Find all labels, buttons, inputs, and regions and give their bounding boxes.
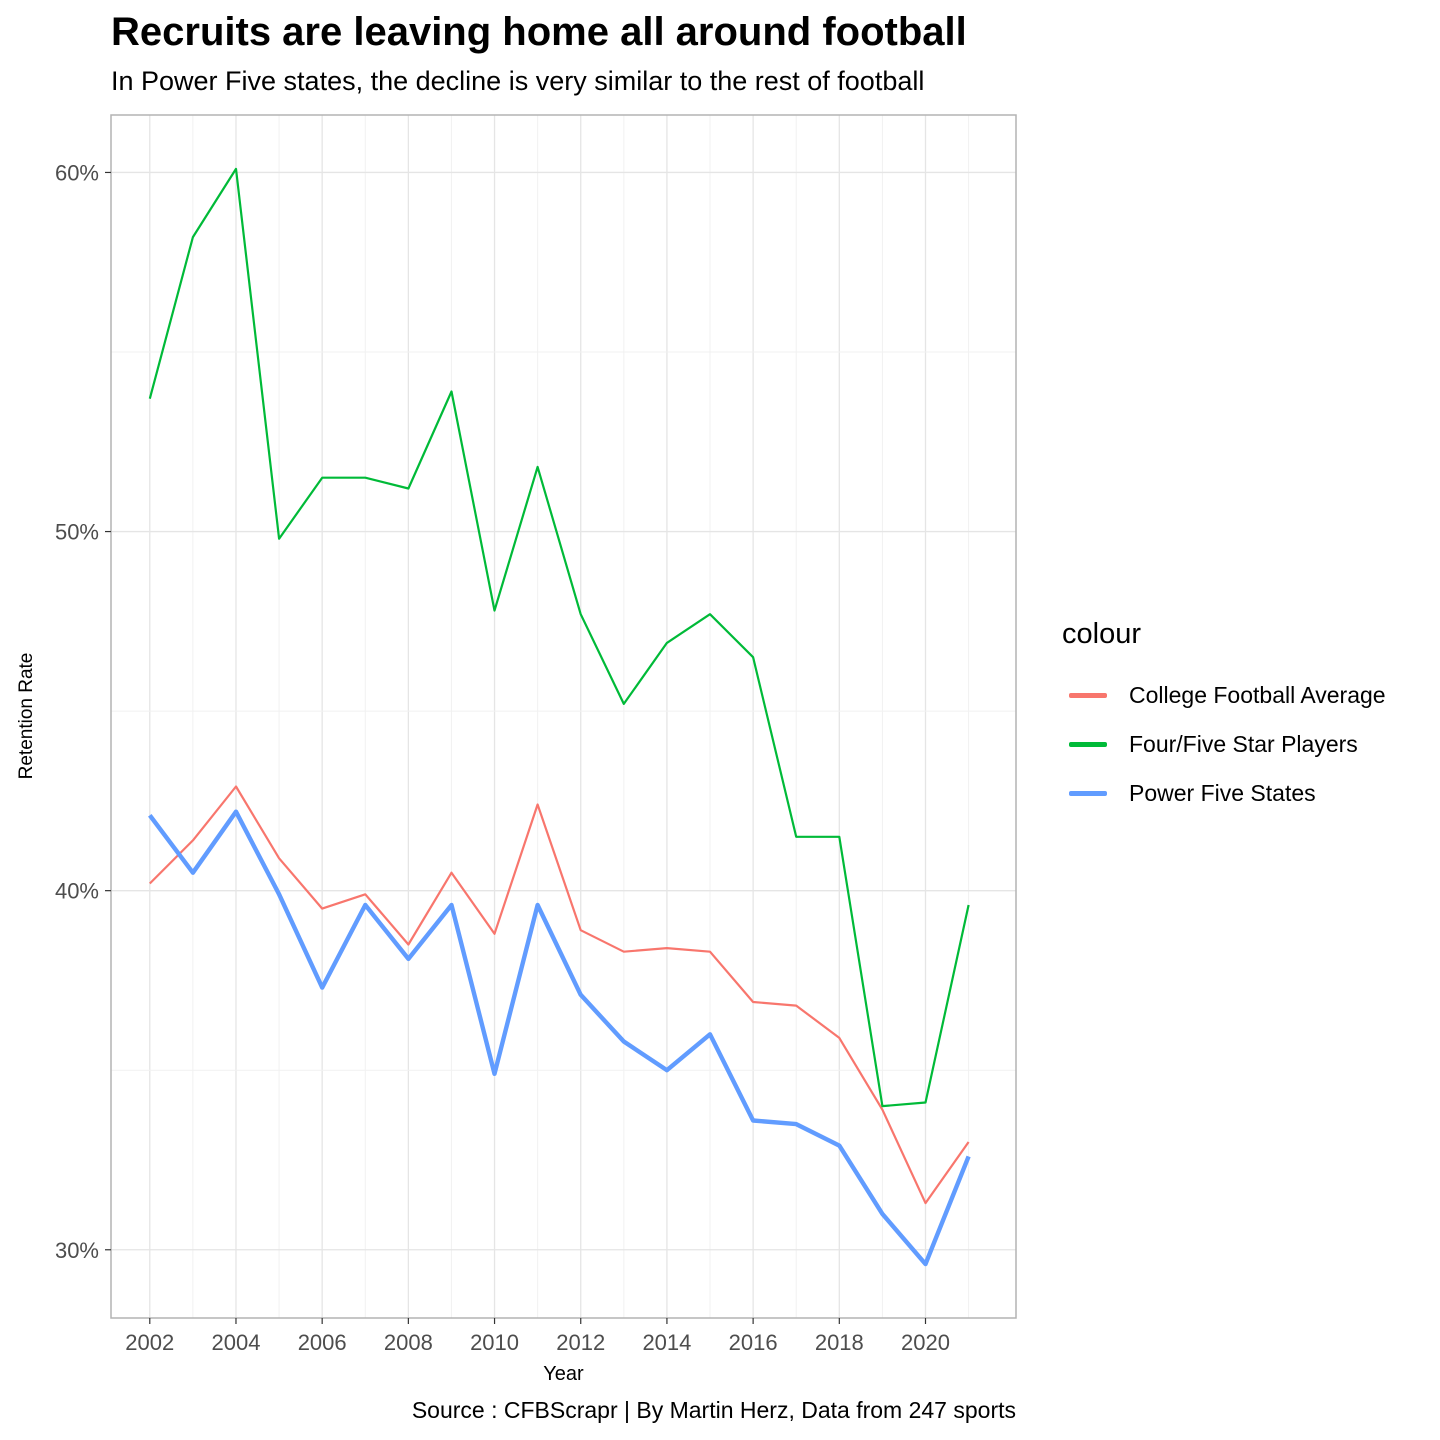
legend-label: Four/Five Star Players (1129, 731, 1358, 757)
series-lines (148, 167, 971, 1267)
y-tick-label: 50% (55, 520, 99, 545)
x-tick-label: 2012 (556, 1330, 605, 1355)
grid-lines (111, 115, 1016, 1318)
series-line-college-football-average (149, 785, 970, 1205)
legend-key (1069, 742, 1107, 747)
axis-ticks: 30% 40% 50% 60% 2002 2004 2006 2008 2010 2012 2014… (55, 160, 950, 1355)
x-tick-label: 2018 (815, 1330, 864, 1355)
y-axis-label: Retention Rate (16, 653, 37, 780)
chart-caption: Source : CFBScrapr | By Martin Herz, Dat… (411, 1397, 1016, 1423)
y-tick-label: 30% (55, 1238, 99, 1263)
series-line-four-five-star-players (148, 167, 970, 1108)
x-tick-label: 2008 (384, 1330, 433, 1355)
y-tick-label: 40% (55, 879, 99, 904)
legend-title: colour (1062, 618, 1141, 650)
x-tick-label: 2020 (901, 1330, 950, 1355)
x-tick-label: 2006 (298, 1330, 347, 1355)
legend: colour College Football Average Four/Five… (1062, 618, 1386, 818)
legend-item: Power Five States (1062, 769, 1386, 818)
legend-label: College Football Average (1129, 682, 1386, 708)
chart-subtitle: In Power Five states, the decline is ver… (111, 66, 925, 96)
chart-title: Recruits are leaving home all around foo… (111, 10, 967, 54)
x-tick-label: 2016 (729, 1330, 778, 1355)
x-axis-label: Year (543, 1363, 584, 1385)
x-tick-label: 2004 (211, 1330, 260, 1355)
y-tick-label: 60% (55, 160, 99, 185)
x-tick-label: 2002 (125, 1330, 174, 1355)
legend-label: Power Five States (1129, 780, 1316, 806)
x-tick-label: 2014 (642, 1330, 691, 1355)
legend-item: Four/Five Star Players (1062, 720, 1386, 769)
legend-key (1069, 791, 1107, 796)
x-tick-label: 2010 (470, 1330, 519, 1355)
legend-key (1069, 693, 1107, 698)
legend-item: College Football Average (1062, 671, 1386, 720)
plot-border (110, 114, 1017, 1319)
series-line-power-five-states (148, 809, 971, 1267)
